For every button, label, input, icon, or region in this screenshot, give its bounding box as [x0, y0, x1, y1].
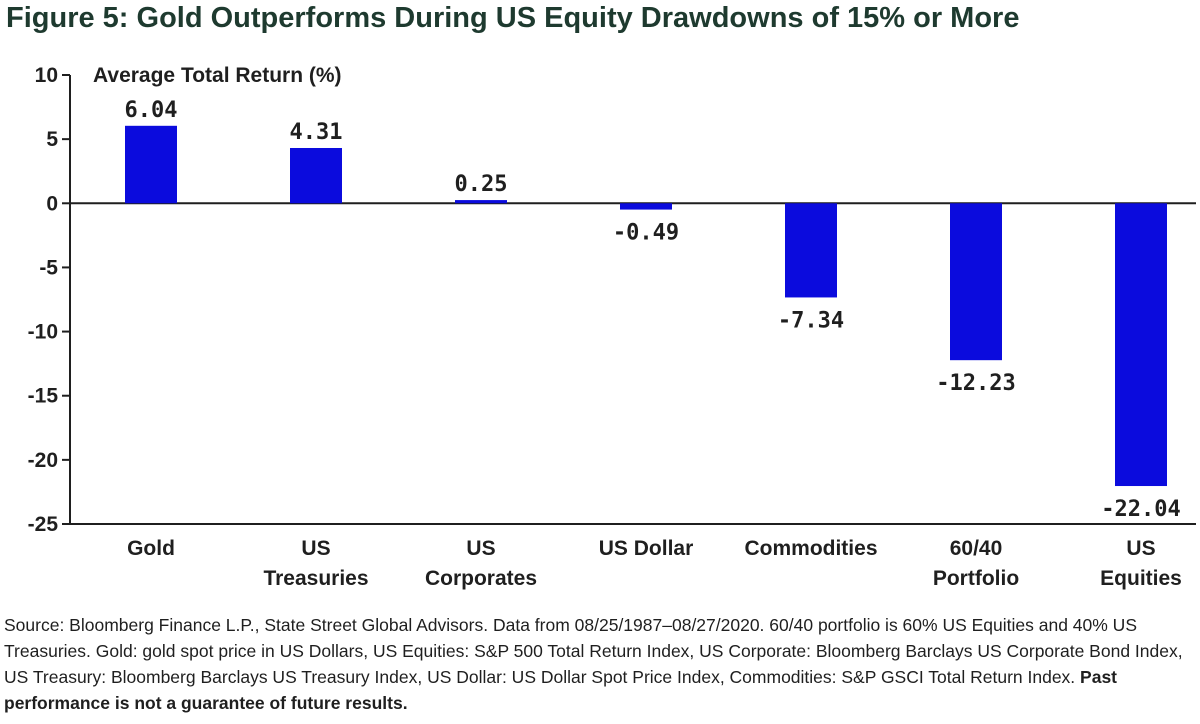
- bar-chart: 10 5 0 -5 -10 -15 -20 -25 Average Total Return (…: [28, 64, 1196, 590]
- value-label: -22.04: [1101, 497, 1180, 522]
- value-label: -0.49: [613, 221, 679, 246]
- category-label: Gold: [127, 537, 175, 560]
- category-label: Commodities: [744, 537, 877, 560]
- category-label: US Treasuries: [263, 537, 368, 590]
- value-label: 4.31: [290, 120, 343, 145]
- value-label: 0.25: [455, 172, 508, 197]
- bar: [455, 200, 507, 204]
- y-tick-label: -10: [28, 321, 58, 344]
- category-label: US Corporates: [425, 537, 537, 590]
- category-label-line: US: [466, 537, 495, 560]
- value-label: 6.04: [125, 98, 178, 123]
- chart-title: Figure 5: Gold Outperforms During US Equ…: [6, 2, 1020, 34]
- category-label: US Dollar: [599, 537, 694, 560]
- y-tick-label: -20: [28, 449, 58, 472]
- bar: [620, 203, 672, 210]
- y-axis-label: Average Total Return (%): [93, 64, 342, 87]
- category-label: 60/40 Portfolio: [933, 537, 1019, 590]
- category-label-line: Treasuries: [263, 567, 368, 590]
- category-label-line: Corporates: [425, 567, 537, 590]
- category-label-line: Commodities: [744, 537, 877, 560]
- category-label: US Equities: [1100, 537, 1182, 590]
- y-tick-label: 5: [46, 128, 58, 151]
- category-label-line: US Dollar: [599, 537, 694, 560]
- axes: 10 5 0 -5 -10 -15 -20 -25 Average Total Return (…: [28, 64, 1196, 536]
- source-footnote: Source: Bloomberg Finance L.P., State St…: [4, 612, 1196, 716]
- bar: [290, 147, 342, 204]
- category-label-line: Equities: [1100, 567, 1182, 590]
- value-label: -12.23: [936, 371, 1015, 396]
- y-tick-label: 10: [35, 64, 58, 87]
- category-label-line: US: [1126, 537, 1155, 560]
- footnote-disclaimer: Past performance is not a guarantee of f…: [4, 667, 1118, 713]
- category-label-line: US: [301, 537, 330, 560]
- y-tick-label: -25: [28, 513, 59, 536]
- labels: 6.04 Gold 4.31 US Treasuries 0.25 US Corporates…: [125, 98, 1182, 590]
- y-tick-label: -15: [28, 385, 59, 408]
- y-tick-label: 0: [46, 192, 58, 215]
- bar: [950, 203, 1002, 361]
- bar: [785, 203, 837, 298]
- category-label-line: 60/40: [950, 537, 1003, 560]
- category-label-line: Gold: [127, 537, 175, 560]
- bars: [125, 125, 1167, 487]
- footnote-text: Source: Bloomberg Finance L.P., State St…: [4, 615, 1183, 687]
- value-label: -7.34: [778, 308, 844, 333]
- bar: [125, 125, 177, 204]
- category-label-line: Portfolio: [933, 567, 1019, 590]
- bar: [1115, 203, 1167, 487]
- y-tick-label: -5: [39, 256, 58, 279]
